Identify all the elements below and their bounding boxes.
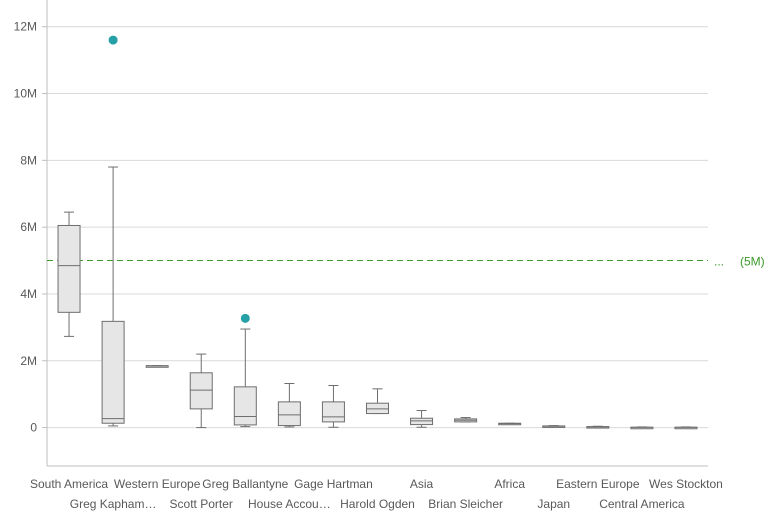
x-category-label: Africa [494, 477, 525, 491]
box-africa[interactable] [498, 422, 522, 426]
y-axis-tick-labels: 0 2M 4M 6M 8M 10M 12M [14, 20, 38, 435]
box-greg-kapham[interactable] [101, 35, 125, 427]
x-category-label: Greg Kapham… [70, 497, 157, 511]
x-category-label: Japan [537, 497, 570, 511]
box-central-america[interactable] [630, 426, 654, 430]
box-gage-hartman[interactable] [321, 384, 345, 428]
reference-line-ellipsis: ... [714, 255, 724, 269]
x-category-label: Central America [599, 497, 685, 511]
box-eastern-europe[interactable] [586, 425, 610, 429]
x-category-label: Wes Stockton [649, 477, 723, 491]
reference-line-label: (5M) [740, 255, 765, 269]
iqr-box [101, 320, 125, 424]
outlier-point[interactable] [108, 35, 118, 45]
iqr-box [233, 386, 257, 426]
x-category-label: Eastern Europe [556, 477, 640, 491]
x-axis-category-labels: South America Greg Kapham… Western Europe S… [30, 477, 723, 511]
iqr-box [366, 402, 389, 415]
box-western-europe[interactable] [145, 365, 169, 368]
x-category-label: Gage Hartman [294, 477, 373, 491]
box-harold-ogden[interactable] [366, 388, 389, 415]
y-tick-label: 6M [20, 220, 37, 234]
y-tick-label: 8M [20, 153, 37, 167]
iqr-box [410, 417, 434, 426]
iqr-box [189, 372, 213, 410]
box-greg-ballantyne[interactable] [233, 313, 257, 428]
grid-lines [42, 26, 708, 429]
iqr-box [321, 401, 345, 423]
box-japan[interactable] [542, 425, 566, 428]
box-asia[interactable] [410, 410, 434, 428]
x-category-label: South America [30, 477, 108, 491]
axes [46, 0, 708, 467]
iqr-box [277, 401, 301, 427]
x-category-label: Greg Ballantyne [202, 477, 288, 491]
boxes [57, 35, 698, 430]
box-brian-sleicher[interactable] [454, 417, 478, 423]
y-tick-label: 2M [20, 354, 37, 368]
box-house-accou[interactable] [277, 382, 301, 428]
x-category-label: Scott Porter [170, 497, 233, 511]
y-tick-label: 0 [30, 421, 37, 435]
x-category-label: Harold Ogden [340, 497, 415, 511]
x-category-label: Western Europe [114, 477, 201, 491]
iqr-box [57, 224, 81, 313]
y-tick-label: 12M [14, 20, 37, 34]
y-tick-label: 4M [20, 287, 37, 301]
box-wes-stockton[interactable] [674, 426, 698, 430]
box-south-america[interactable] [57, 211, 81, 337]
outlier-point[interactable] [240, 313, 250, 323]
box-scott-porter[interactable] [189, 353, 213, 429]
x-category-label: House Accou… [248, 497, 331, 511]
x-category-label: Brian Sleicher [428, 497, 503, 511]
y-tick-label: 10M [14, 87, 37, 101]
reference-line-group: ... (5M) [47, 255, 765, 269]
x-category-label: Asia [410, 477, 434, 491]
